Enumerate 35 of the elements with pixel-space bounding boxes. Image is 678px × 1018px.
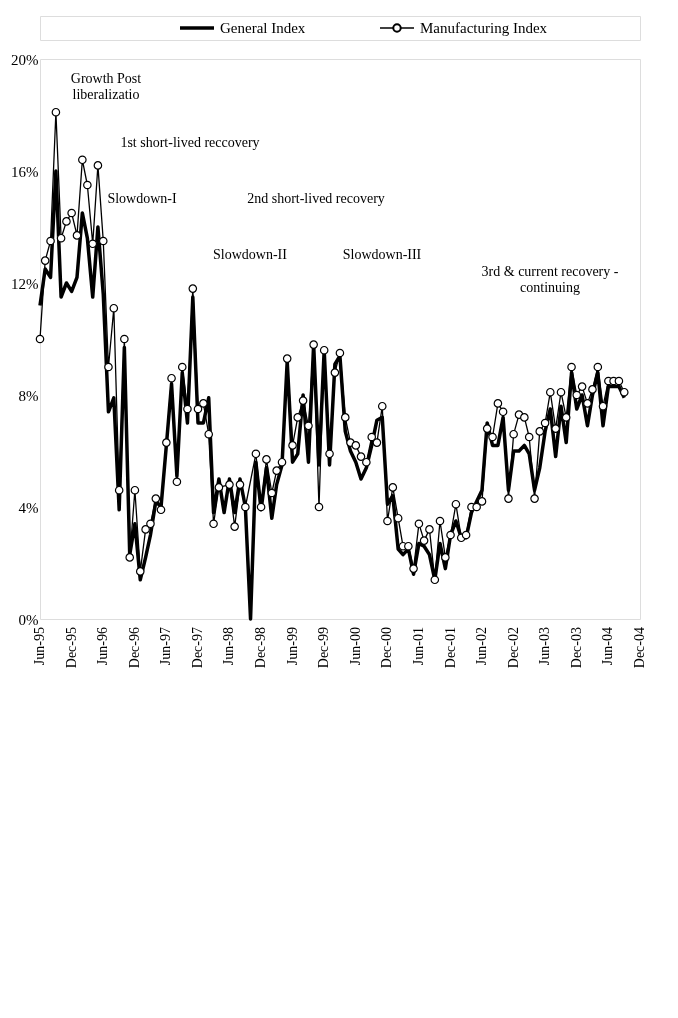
x-tick-label: Dec-96 bbox=[126, 627, 142, 669]
x-tick-label: Dec-01 bbox=[442, 627, 458, 669]
x-tick-label: Dec-98 bbox=[253, 627, 269, 669]
y-tick-label: 8% bbox=[18, 387, 39, 404]
annotation: Slowdown-III bbox=[342, 247, 422, 262]
x-tick-label: Dec-00 bbox=[379, 627, 395, 669]
annotation: 1st short-lived reccovery bbox=[120, 135, 260, 150]
y-tick-label: 16% bbox=[11, 163, 39, 180]
x-tick-label: Jun-95 bbox=[32, 627, 47, 666]
x-tick-label: Dec-99 bbox=[316, 627, 332, 669]
y-tick-label: 20% bbox=[11, 51, 39, 68]
x-tick-label: Jun-96 bbox=[95, 627, 111, 666]
x-tick-label: Dec-95 bbox=[63, 627, 79, 669]
annotation: Slowdown-I bbox=[107, 191, 177, 206]
x-tick-label: Jun-01 bbox=[410, 627, 426, 666]
y-tick-label: 0% bbox=[18, 611, 39, 628]
legend-label: General Index bbox=[220, 20, 306, 36]
y-tick-label: 4% bbox=[18, 499, 39, 516]
annotation: Slowdown-II bbox=[213, 247, 288, 262]
x-tick-label: Jun-03 bbox=[537, 627, 553, 666]
x-tick-label: Dec-02 bbox=[505, 627, 521, 669]
x-tick-label: Jun-02 bbox=[474, 627, 490, 666]
annotation: Growth Post liberalizatio bbox=[70, 70, 142, 102]
x-tick-label: Jun-04 bbox=[600, 627, 616, 666]
x-tick-label: Dec-04 bbox=[632, 627, 647, 669]
legend-label: Manufacturing Index bbox=[420, 20, 548, 36]
x-tick-label: Jun-99 bbox=[284, 627, 300, 666]
y-tick-label: 12% bbox=[11, 275, 39, 292]
x-tick-label: Dec-03 bbox=[568, 627, 584, 669]
x-tick-label: Jun-98 bbox=[221, 627, 237, 666]
x-tick-label: Jun-97 bbox=[158, 627, 174, 666]
x-tick-label: Jun-00 bbox=[347, 627, 363, 666]
annotation: 2nd short-lived recovery bbox=[247, 191, 385, 206]
x-tick-label: Dec-97 bbox=[189, 627, 205, 669]
annotation: 3rd & current recovery - continuing bbox=[481, 263, 619, 295]
